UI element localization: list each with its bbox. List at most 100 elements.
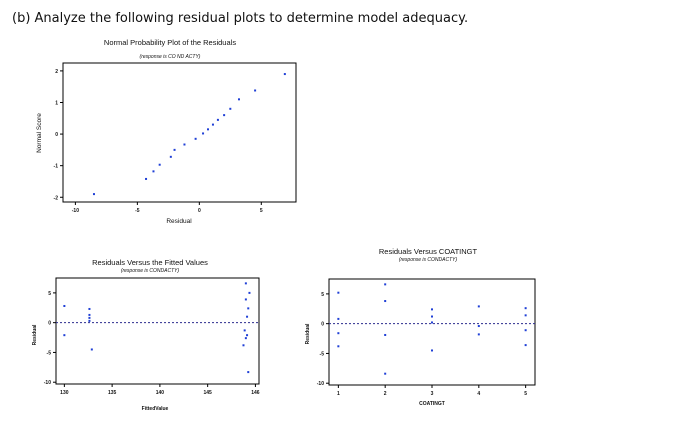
data-point xyxy=(283,73,286,76)
data-point xyxy=(223,114,226,117)
chart-subtitle: (response is CONDACTY) xyxy=(399,257,458,263)
chart-title: Residuals Versus COATINGT xyxy=(379,247,478,256)
data-point xyxy=(211,123,214,126)
data-point xyxy=(431,315,433,318)
data-point xyxy=(524,307,527,310)
x-axis-ticks: 130 135 140 145 146 xyxy=(60,384,260,396)
x-axis-label: Residual xyxy=(166,218,192,225)
y-tick-label: -10 xyxy=(317,381,324,387)
data-point xyxy=(207,128,210,131)
data-point xyxy=(158,163,161,166)
data-point xyxy=(431,349,433,352)
plot-frame xyxy=(62,62,297,203)
data-point xyxy=(524,344,527,347)
data-point xyxy=(431,321,433,324)
x-tick-label: 3 xyxy=(431,391,434,397)
data-point xyxy=(247,371,250,374)
data-point xyxy=(244,337,247,340)
x-tick-label: 145 xyxy=(203,390,212,396)
data-point xyxy=(524,329,527,332)
data-point xyxy=(431,308,433,311)
data-point xyxy=(247,307,250,310)
y-tick-label: 0 xyxy=(321,322,324,328)
data-point xyxy=(254,89,257,92)
data-point xyxy=(90,348,93,351)
data-point xyxy=(145,177,148,180)
y-axis-ticks: -2 -1 0 1 2 xyxy=(54,69,63,201)
data-point xyxy=(244,282,247,285)
data-point xyxy=(229,107,232,110)
data-points xyxy=(92,73,286,196)
y-tick-label: 0 xyxy=(48,321,51,327)
y-axis-label: Normal Score xyxy=(36,113,43,153)
data-point xyxy=(384,300,387,303)
data-point xyxy=(202,132,205,135)
data-point xyxy=(63,304,66,307)
residuals-vs-fitted-plot: Residuals Versus the Fitted Values (resp… xyxy=(32,258,260,412)
data-point xyxy=(152,170,155,173)
data-point xyxy=(337,345,340,348)
data-point xyxy=(248,291,251,294)
normal-probability-plot: Normal Probability Plot of the Residuals… xyxy=(36,38,297,225)
y-tick-label: 0 xyxy=(55,132,58,138)
plot-frame xyxy=(55,277,260,385)
y-axis-ticks: 5 0 -5 -10 xyxy=(317,292,329,387)
plot-frame xyxy=(328,278,536,386)
data-point xyxy=(194,137,197,140)
chart-title: Residuals Versus the Fitted Values xyxy=(92,258,208,267)
x-tick-label: 146 xyxy=(251,390,260,396)
data-point xyxy=(337,317,340,320)
data-point xyxy=(237,98,240,101)
data-point xyxy=(63,334,66,337)
x-tick-label: 135 xyxy=(108,390,117,396)
x-tick-label: -5 xyxy=(135,208,140,214)
residuals-vs-coatingt-plot: Residuals Versus COATINGT (response is C… xyxy=(305,247,536,407)
chart-subtitle: (response is CONDACTY) xyxy=(121,268,180,274)
x-tick-label: 4 xyxy=(477,391,480,397)
data-point xyxy=(477,325,480,328)
x-tick-label: 2 xyxy=(384,391,387,397)
data-point xyxy=(246,334,249,337)
y-tick-label: 5 xyxy=(48,291,51,297)
data-point xyxy=(243,329,246,332)
y-tick-label: 5 xyxy=(321,292,324,298)
data-point xyxy=(242,344,245,347)
x-axis-label: COATINGT xyxy=(419,401,445,407)
data-point xyxy=(246,315,249,318)
data-point xyxy=(384,372,387,375)
y-tick-label: 2 xyxy=(55,69,58,75)
x-axis-label: FittedValue xyxy=(142,406,169,412)
data-point xyxy=(216,118,219,121)
data-point xyxy=(384,333,387,336)
data-point xyxy=(88,316,91,319)
x-tick-label: 1 xyxy=(337,391,340,397)
data-point xyxy=(244,298,247,301)
chart-subtitle: (response is CO ND ACTY) xyxy=(140,54,201,60)
data-point xyxy=(173,148,176,151)
y-tick-label: -5 xyxy=(320,351,325,357)
x-tick-label: 5 xyxy=(524,391,527,397)
y-axis-label: Residual xyxy=(305,323,311,344)
x-tick-label: 140 xyxy=(156,390,165,396)
data-points xyxy=(337,283,527,375)
x-tick-label: 0 xyxy=(198,208,201,214)
data-point xyxy=(384,283,387,286)
data-point xyxy=(169,155,172,158)
y-axis-ticks: 5 0 -5 -10 xyxy=(44,291,56,386)
x-tick-label: 5 xyxy=(260,208,263,214)
x-tick-label: -10 xyxy=(72,208,79,214)
data-point xyxy=(477,333,480,336)
data-point xyxy=(337,332,340,335)
x-axis-ticks: -10 -5 0 5 xyxy=(72,202,263,214)
data-point xyxy=(337,291,340,294)
x-axis-ticks: 1 2 3 4 5 xyxy=(337,385,527,397)
data-point xyxy=(88,307,91,310)
data-point xyxy=(88,313,91,316)
y-axis-label: Residual xyxy=(32,324,38,345)
x-tick-label: 130 xyxy=(60,390,69,396)
data-point xyxy=(524,314,527,317)
data-point xyxy=(92,193,95,196)
y-tick-label: -5 xyxy=(47,350,52,356)
data-point xyxy=(88,319,91,322)
